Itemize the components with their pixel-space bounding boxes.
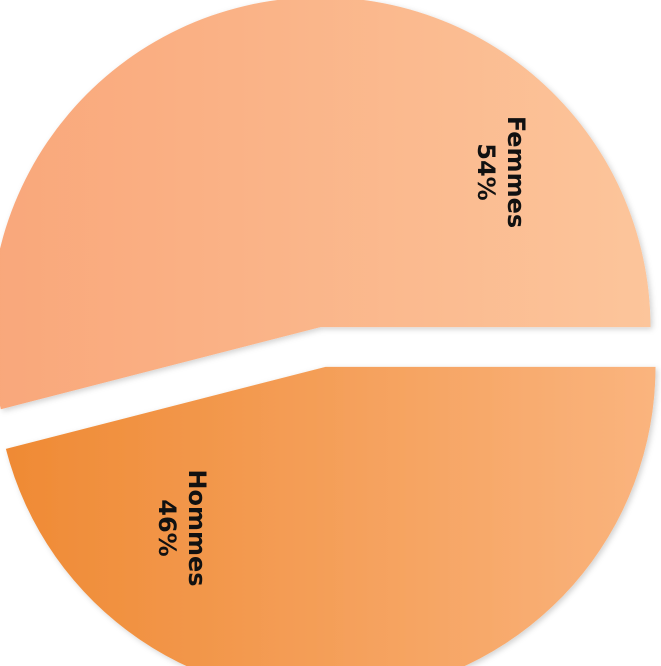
label-femmes-category: Femmes — [502, 116, 530, 228]
label-hommes: Hommes 46% — [153, 469, 211, 586]
label-hommes-value: 46% — [153, 499, 181, 556]
pie-slice-femmes — [0, 0, 651, 410]
pie-slice-hommes — [5, 366, 656, 666]
label-hommes-category: Hommes — [183, 469, 211, 586]
label-femmes: Femmes 54% — [472, 116, 530, 228]
label-femmes-value: 54% — [472, 143, 500, 200]
